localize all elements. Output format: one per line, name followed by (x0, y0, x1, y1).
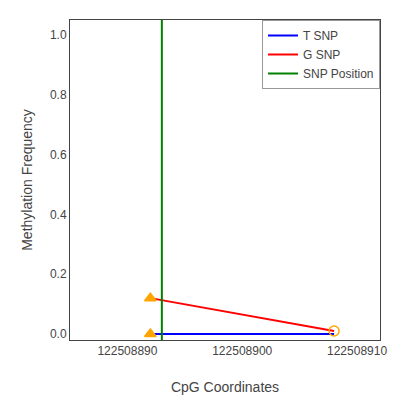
svg-text:T SNP: T SNP (303, 29, 338, 43)
svg-text:0.6: 0.6 (50, 148, 67, 162)
svg-text:CpG Coordinates: CpG Coordinates (171, 379, 279, 395)
svg-text:1.0: 1.0 (50, 28, 67, 42)
svg-text:0.0: 0.0 (50, 327, 67, 341)
svg-text:0.4: 0.4 (50, 208, 67, 222)
svg-text:SNP Position: SNP Position (303, 67, 373, 81)
svg-text:0.8: 0.8 (50, 88, 67, 102)
svg-text:G SNP: G SNP (303, 48, 340, 62)
svg-text:0.2: 0.2 (50, 267, 67, 281)
svg-text:Methylation Frequency: Methylation Frequency (19, 109, 35, 251)
svg-text:122508910: 122508910 (327, 344, 387, 358)
svg-text:122508890: 122508890 (97, 344, 157, 358)
svg-text:122508900: 122508900 (212, 344, 272, 358)
